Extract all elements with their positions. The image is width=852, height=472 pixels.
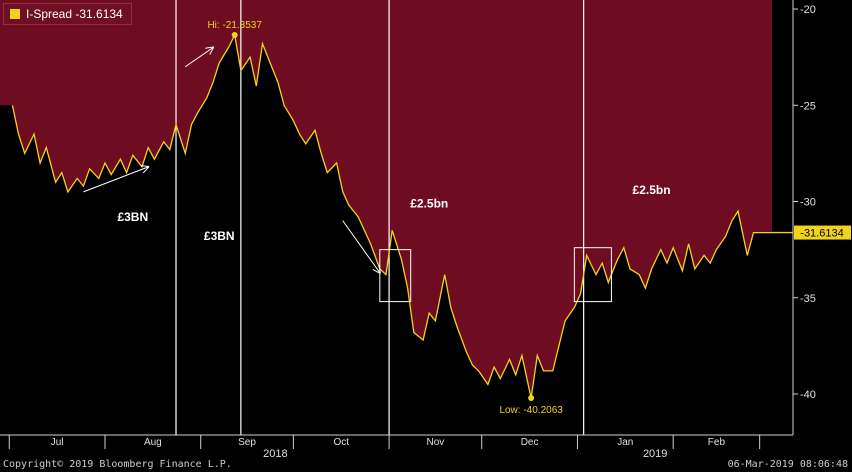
y-tick-label: -40 [800,389,816,401]
copyright-text: Copyright© 2019 Bloomberg Finance L.P. [3,459,232,470]
x-tick-label: Nov [427,437,445,448]
annotation-arrow-3 [342,220,380,273]
annotation-arrow-1 [83,167,148,193]
last-value-tag [794,225,851,240]
spread-line [11,33,772,399]
x-tick-label: Jan [617,437,633,448]
low-label: Low: -40.2063 [499,405,563,416]
last-value-label: -31.6134 [800,228,843,240]
annotation-arrow-2 [184,48,213,68]
annotation-label-1: £3BN [117,210,148,224]
legend-swatch [10,9,20,19]
timestamp-text: 06-Mar-2019 08:06:48 [727,459,848,470]
high-label: Hi: -21.3537 [207,20,262,31]
y-tick-label: -30 [800,197,816,209]
highlight-box-2 [573,247,612,303]
x-tick-label: Dec [521,437,539,448]
chart-footer: Copyright© 2019 Bloomberg Finance L.P. 0… [0,458,852,472]
x-tick-label: Oct [333,437,349,448]
chart-legend: I-Spread -31.6134 [3,3,132,25]
year-label: 2019 [643,448,667,458]
annotation-label-2: £3BN [204,229,235,243]
legend-label: I-Spread -31.6134 [26,7,123,21]
high-marker [231,32,238,39]
low-marker [528,394,535,401]
y-tick-label: -25 [800,100,816,112]
y-tick-label: -35 [800,293,816,305]
spread-area-fill [0,0,772,398]
y-tick-label: -20 [800,4,816,16]
x-tick-label: Feb [708,437,726,448]
year-label: 2018 [263,448,287,458]
x-tick-label: Aug [144,437,162,448]
x-tick-label: Sep [238,437,256,448]
highlight-box-1 [379,249,412,303]
annotation-label-3: £2.5bn [410,196,448,210]
x-tick-label: Jul [51,437,64,448]
i-spread-chart: £3BN £3BN £2.5bn £2.5bn Hi: -21.3537 Low: -40… [0,0,851,458]
annotation-label-4: £2.5bn [633,183,671,197]
